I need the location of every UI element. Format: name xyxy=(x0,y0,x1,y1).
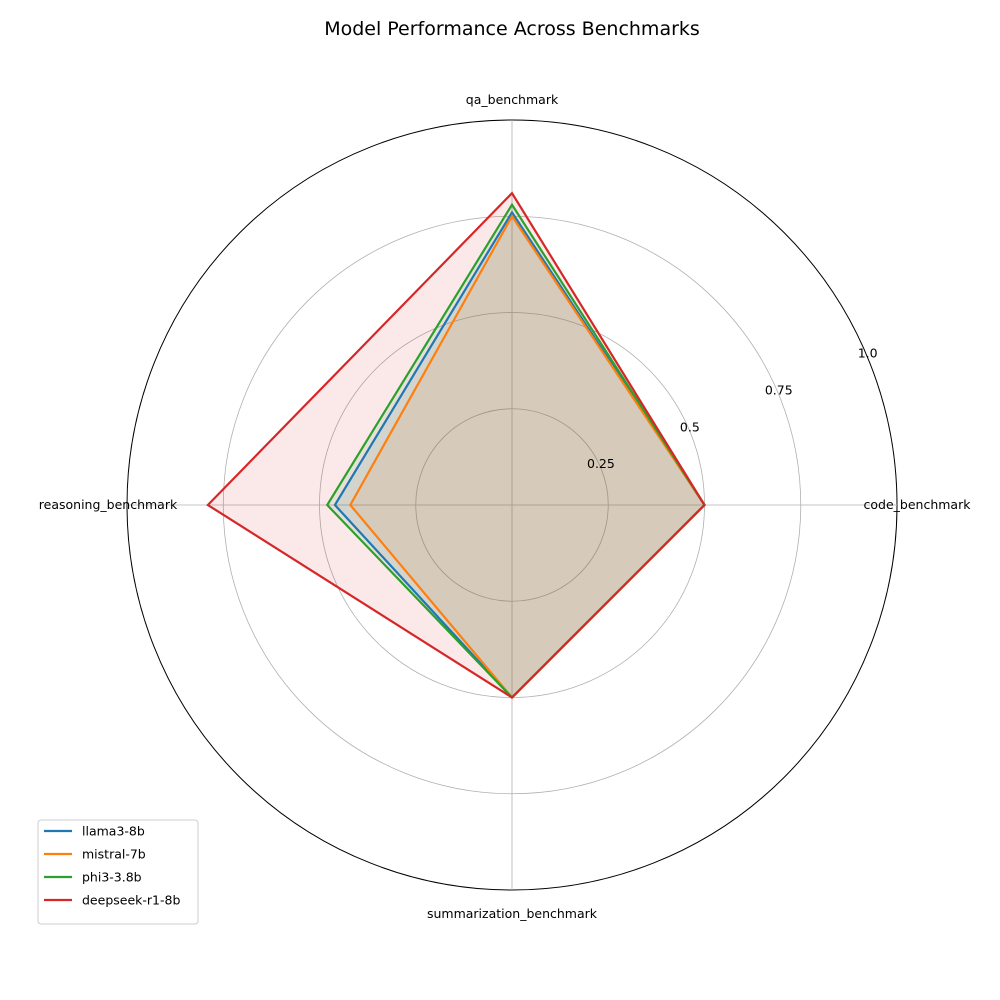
chart-title: Model Performance Across Benchmarks xyxy=(324,18,700,40)
legend-label-mistral-7b: mistral-7b xyxy=(82,847,146,862)
radial-tick-label: 0.25 xyxy=(587,456,615,471)
grid-layer xyxy=(126,119,898,891)
series-fill-deepseek-r1-8b xyxy=(207,193,705,698)
axis-label-summarization_benchmark: summarization_benchmark xyxy=(427,906,598,921)
axis-label-reasoning_benchmark: reasoning_benchmark xyxy=(39,497,178,512)
radial-tick-label: 1.0 xyxy=(858,346,878,361)
legend-label-llama3-8b: llama3-8b xyxy=(82,824,145,839)
series-layer xyxy=(206,191,706,700)
legend-label-phi3-3.8b: phi3-3.8b xyxy=(82,870,142,885)
legend-box xyxy=(37,819,199,925)
radial-tick-label: 0.5 xyxy=(680,419,700,434)
series-fill-phi3-3.8b xyxy=(327,204,705,698)
series-line-deepseek-r1-8b xyxy=(206,191,706,699)
axis-label-qa_benchmark: qa_benchmark xyxy=(466,92,559,107)
series-fill-mistral-7b xyxy=(350,216,705,698)
radial-tick-labels: 0.25 0.5 0.75 1.0 xyxy=(587,346,878,471)
radial-tick-label: 0.75 xyxy=(765,383,793,398)
axis-label-code_benchmark: code_benchmark xyxy=(864,497,972,512)
legend: llama3-8b mistral-7b phi3-3.8b deepseek-r1-… xyxy=(37,819,199,925)
legend-label-deepseek-r1-8b: deepseek-r1-8b xyxy=(82,893,180,908)
series-fill-llama3-8b xyxy=(334,212,705,698)
axis-labels: code_benchmark qa_benchmark reasoning_benc… xyxy=(39,92,971,921)
